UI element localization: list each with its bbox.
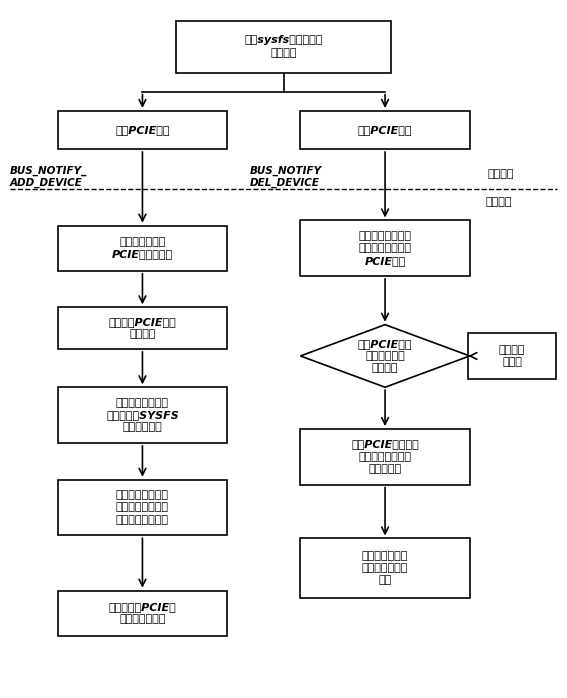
Text: 初始化软件虚拟槽
位的设备信息，添
加设备应用计数。: 初始化软件虚拟槽 位的设备信息，添 加设备应用计数。	[116, 490, 169, 525]
Bar	[58, 225, 227, 271]
Text: 扫描PCIE设备: 扫描PCIE设备	[115, 125, 170, 135]
Text: 删除PCIE设备虚拟
槽位信息，并从链
表中退出。: 删除PCIE设备虚拟 槽位信息，并从链 表中退出。	[351, 439, 419, 474]
Bar	[58, 387, 227, 443]
Text: 解析命令，调用回
调函数卸载指定的
PCIE设备: 解析命令，调用回 调函数卸载指定的 PCIE设备	[358, 231, 412, 266]
Text: 分配一个PCIE软件
虚拟槽位: 分配一个PCIE软件 虚拟槽位	[108, 317, 176, 339]
Bar	[176, 20, 391, 73]
Text: BUS_NOTIFY_
ADD_DEVICE: BUS_NOTIFY_ ADD_DEVICE	[10, 165, 87, 188]
Bar	[58, 111, 227, 149]
Text: 用户空间: 用户空间	[488, 169, 514, 179]
Bar	[301, 538, 469, 597]
Text: 解析命令，扫描
PCIE总线下设备: 解析命令，扫描 PCIE总线下设备	[112, 237, 173, 260]
Text: 检测PCIE设备
是否存在于设
备链表中: 检测PCIE设备 是否存在于设 备链表中	[358, 339, 412, 373]
Bar	[58, 591, 227, 636]
Text: 初始化并内核槽位
对象并创建SYSFS
文件系统节点: 初始化并内核槽位 对象并创建SYSFS 文件系统节点	[106, 398, 179, 433]
Bar	[468, 334, 556, 378]
Bar	[58, 307, 227, 349]
Polygon shape	[301, 325, 469, 387]
Text: 返回设备
不存在: 返回设备 不存在	[499, 345, 525, 367]
Bar	[301, 429, 469, 484]
Text: 内核空间: 内核空间	[486, 197, 512, 207]
Text: 卸载PCIE设备: 卸载PCIE设备	[358, 125, 412, 135]
Text: 通过sysfs文件子系统
发送命令: 通过sysfs文件子系统 发送命令	[244, 36, 323, 58]
Bar	[58, 480, 227, 535]
Text: 添加设备到PCIE设
备链表队列中。: 添加设备到PCIE设 备链表队列中。	[108, 602, 176, 625]
Text: 删除设备应用计
数，释放系统资
源。: 删除设备应用计 数，释放系统资 源。	[362, 551, 408, 586]
Bar	[301, 111, 469, 149]
Text: BUS_NOTIFY
DEL_DEVICE: BUS_NOTIFY DEL_DEVICE	[249, 165, 321, 188]
Bar	[301, 221, 469, 276]
